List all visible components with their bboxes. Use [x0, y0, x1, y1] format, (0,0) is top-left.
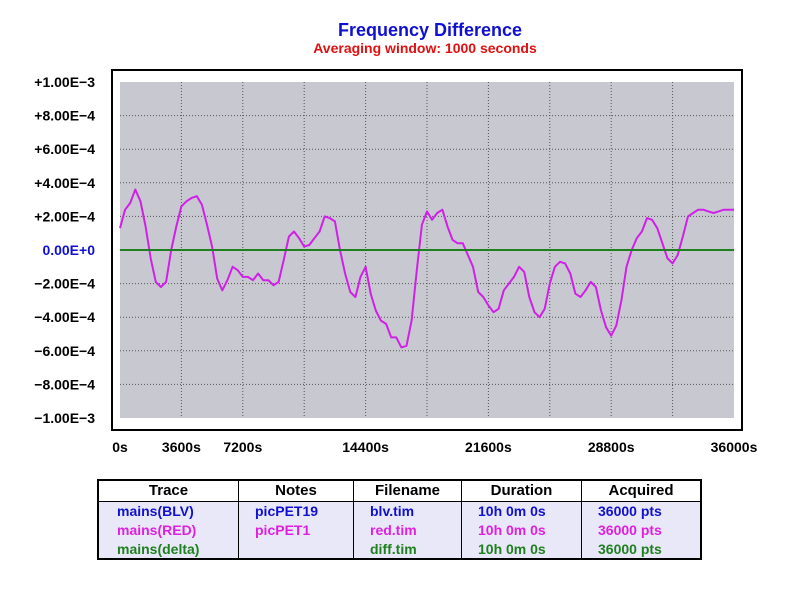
legend-duration-red: 10h 0m 0s — [478, 522, 546, 538]
legend-table: Trace mains(BLV) mains(RED) mains(delta)… — [97, 479, 702, 560]
y-tick-label: 0.00E+0 — [42, 242, 95, 258]
legend-header-duration: Duration — [462, 481, 581, 502]
x-tick-label: 36000s — [711, 439, 758, 455]
y-tick-label: −1.00E−3 — [34, 410, 95, 426]
legend-acquired-delta: 36000 pts — [598, 541, 662, 557]
chart-title: Frequency Difference — [338, 20, 522, 40]
x-tick-label: 21600s — [465, 439, 512, 455]
x-tick-label: 7200s — [223, 439, 262, 455]
legend-header-notes: Notes — [239, 481, 353, 502]
legend-trace-blv: mains(BLV) — [117, 503, 194, 519]
x-tick-label: 28800s — [588, 439, 635, 455]
y-tick-label: +4.00E−4 — [34, 175, 95, 191]
legend-notes-red: picPET1 — [255, 522, 311, 538]
legend-header-filename: Filename — [354, 481, 461, 502]
legend-col-notes: Notes picPET19 picPET1 — [239, 481, 354, 558]
plot-frame — [111, 69, 743, 431]
legend-acquired-red: 36000 pts — [598, 522, 662, 538]
legend-header-trace: Trace — [99, 481, 238, 502]
plot-area — [111, 69, 743, 431]
legend-notes-delta — [239, 540, 353, 559]
x-axis-ticks: 0s 3600s 7200s 14400s 21600s 28800s 36000s — [112, 439, 757, 455]
x-tick-label: 3600s — [162, 439, 201, 455]
legend-col-trace: Trace mains(BLV) mains(RED) mains(delta) — [99, 481, 239, 558]
chart-subtitle: Averaging window: 1000 seconds — [313, 40, 537, 56]
legend-duration-delta: 10h 0m 0s — [478, 541, 546, 557]
x-tick-label: 0s — [112, 439, 128, 455]
legend-filename-red: red.tim — [370, 522, 417, 538]
y-tick-label: −6.00E−4 — [34, 343, 95, 359]
legend-duration-blv: 10h 0m 0s — [478, 503, 546, 519]
y-tick-label: +2.00E−4 — [34, 208, 95, 224]
legend-header-acquired: Acquired — [582, 481, 700, 502]
legend-acquired-blv: 36000 pts — [598, 503, 662, 519]
legend-filename-blv: blv.tim — [370, 503, 415, 519]
legend-col-acquired: Acquired 36000 pts 36000 pts 36000 pts — [582, 481, 700, 558]
y-tick-label: +6.00E−4 — [34, 141, 95, 157]
legend-col-duration: Duration 10h 0m 0s 10h 0m 0s 10h 0m 0s — [462, 481, 582, 558]
x-tick-label: 14400s — [342, 439, 389, 455]
legend-trace-red: mains(RED) — [117, 522, 197, 538]
y-tick-label: +1.00E−3 — [34, 74, 95, 90]
y-axis-ticks: +1.00E−3 +8.00E−4 +6.00E−4 +4.00E−4 +2.00E−4… — [34, 74, 95, 426]
legend-trace-delta: mains(delta) — [117, 541, 200, 557]
legend-filename-delta: diff.tim — [370, 541, 417, 557]
y-tick-label: +8.00E−4 — [34, 108, 95, 124]
y-tick-label: −4.00E−4 — [34, 309, 95, 325]
legend-col-filename: Filename blv.tim red.tim diff.tim — [354, 481, 462, 558]
y-tick-label: −8.00E−4 — [34, 376, 95, 392]
y-tick-label: −2.00E−4 — [34, 276, 95, 292]
legend-notes-blv: picPET19 — [255, 503, 319, 519]
